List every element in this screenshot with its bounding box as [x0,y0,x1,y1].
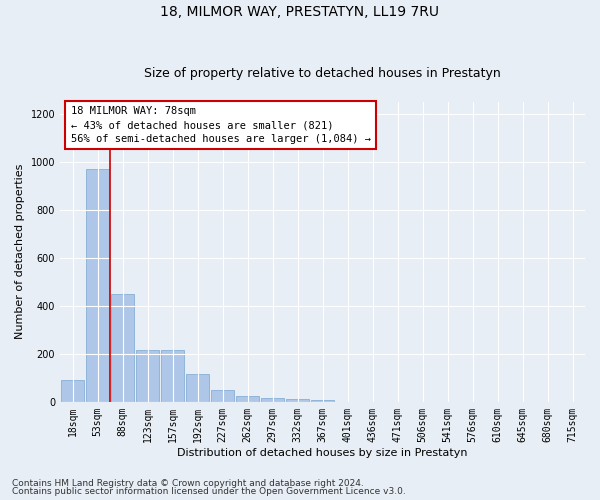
Bar [111,294,134,402]
X-axis label: Distribution of detached houses by size in Prestatyn: Distribution of detached houses by size … [177,448,468,458]
Title: Size of property relative to detached houses in Prestatyn: Size of property relative to detached ho… [144,66,501,80]
Text: Contains HM Land Registry data © Crown copyright and database right 2024.: Contains HM Land Registry data © Crown c… [12,478,364,488]
Bar [161,350,184,402]
Bar [136,350,159,402]
Text: Contains public sector information licensed under the Open Government Licence v3: Contains public sector information licen… [12,487,406,496]
Text: 18 MILMOR WAY: 78sqm
← 43% of detached houses are smaller (821)
56% of semi-deta: 18 MILMOR WAY: 78sqm ← 43% of detached h… [71,106,371,144]
Bar [86,169,109,402]
Bar [236,396,259,402]
Text: 18, MILMOR WAY, PRESTATYN, LL19 7RU: 18, MILMOR WAY, PRESTATYN, LL19 7RU [161,5,439,19]
Y-axis label: Number of detached properties: Number of detached properties [15,164,25,340]
Bar [311,400,334,402]
Bar [186,374,209,402]
Bar [211,390,234,402]
Bar [261,398,284,402]
Bar [61,380,84,402]
Bar [286,399,309,402]
